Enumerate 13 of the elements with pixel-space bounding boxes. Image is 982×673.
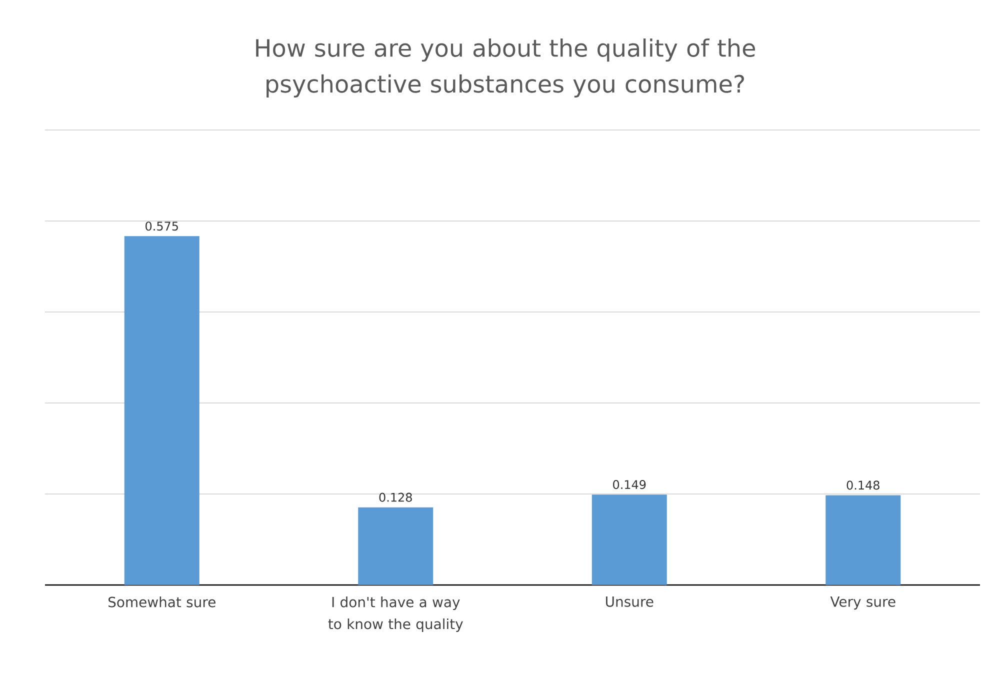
bar [592, 494, 667, 585]
bar [358, 507, 434, 585]
data-label: 0.148 [846, 480, 880, 490]
chart-title: How sure are you about the quality of the psychoactive substances you consume? [256, 38, 756, 98]
x-tick-label: I don't have a way to know the quality [328, 596, 463, 632]
x-tick-label: Unsure [606, 596, 654, 607]
data-label: 0.128 [379, 492, 412, 502]
bar [826, 495, 901, 585]
bar [124, 236, 200, 585]
data-label: 0.149 [613, 480, 646, 490]
x-tick-label: Very sure [830, 596, 896, 610]
data-label: 0.575 [146, 222, 178, 231]
x-tick-label: Somewhat sure [108, 596, 216, 608]
